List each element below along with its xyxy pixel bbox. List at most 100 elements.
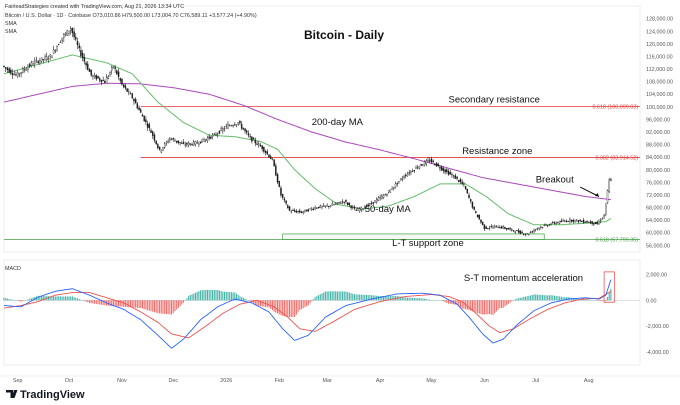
macd-histogram-bar bbox=[71, 296, 73, 301]
macd-histogram-bar bbox=[425, 299, 427, 301]
candle bbox=[565, 219, 568, 223]
candle-body bbox=[186, 142, 188, 145]
candle-body bbox=[490, 226, 492, 228]
candle-body bbox=[519, 230, 522, 234]
candle-body bbox=[64, 33, 67, 35]
candle-body bbox=[569, 218, 571, 222]
candle bbox=[435, 162, 438, 167]
macd-histogram-bar bbox=[253, 300, 255, 304]
candle bbox=[598, 219, 600, 226]
breakout-arrowhead bbox=[594, 193, 599, 197]
candle bbox=[481, 221, 484, 226]
candle bbox=[37, 59, 39, 65]
candle bbox=[500, 225, 503, 229]
candle bbox=[461, 179, 463, 186]
macd-histogram-bar bbox=[382, 296, 385, 301]
macd-histogram-bar bbox=[27, 299, 29, 301]
candle bbox=[194, 140, 197, 147]
macd-histogram-bar bbox=[242, 297, 244, 301]
macd-histogram-bar bbox=[442, 300, 444, 302]
candle-body bbox=[246, 130, 248, 133]
candle bbox=[365, 204, 368, 208]
macd-histogram-bar bbox=[540, 294, 542, 301]
candle bbox=[324, 205, 327, 209]
candle-body bbox=[83, 57, 86, 62]
candle bbox=[570, 219, 573, 223]
macd-histogram-bar bbox=[606, 297, 609, 301]
macd-histogram-bar bbox=[32, 297, 34, 301]
candle bbox=[167, 138, 169, 144]
macd-histogram-bar bbox=[176, 300, 178, 310]
macd-histogram-bar bbox=[39, 295, 41, 301]
candle bbox=[406, 171, 409, 177]
candle bbox=[181, 140, 183, 144]
candle-body bbox=[570, 219, 573, 222]
macd-histogram-bar bbox=[133, 300, 135, 308]
candle-body bbox=[261, 145, 263, 150]
candle-body bbox=[269, 156, 272, 160]
macd-histogram-bar bbox=[526, 296, 528, 301]
candle bbox=[136, 101, 139, 110]
candle-body bbox=[187, 142, 190, 146]
candle-body bbox=[502, 226, 504, 229]
candle-body bbox=[287, 205, 289, 209]
candle bbox=[56, 45, 58, 52]
candle bbox=[582, 218, 585, 224]
candle-body bbox=[333, 204, 335, 206]
candle-body bbox=[4, 67, 7, 69]
fib-level-label: 0.618 (100,099.03) bbox=[592, 105, 638, 111]
candle-body bbox=[75, 36, 77, 40]
candle bbox=[105, 74, 108, 84]
macd-histogram-bar bbox=[386, 296, 388, 301]
candle-body bbox=[302, 211, 304, 213]
candle-body bbox=[304, 209, 306, 212]
candle-body bbox=[428, 160, 431, 162]
candle-body bbox=[66, 29, 68, 36]
macd-histogram-bar bbox=[350, 293, 352, 301]
macd-tick-label: 2,000.00 bbox=[646, 272, 667, 278]
candle bbox=[454, 173, 457, 179]
macd-histogram-bar bbox=[256, 300, 258, 306]
candle bbox=[584, 221, 587, 223]
candle bbox=[153, 132, 156, 143]
candle bbox=[480, 219, 482, 224]
macd-histogram-bar bbox=[581, 299, 583, 301]
macd-histogram-bar bbox=[259, 300, 262, 307]
candle bbox=[394, 181, 397, 189]
candle-body bbox=[177, 140, 180, 144]
candle-body bbox=[417, 167, 419, 169]
macd-histogram-bar bbox=[605, 300, 607, 302]
candle bbox=[345, 199, 347, 204]
tradingview-logo[interactable]: TradingView bbox=[6, 389, 85, 401]
macd-histogram-bar bbox=[126, 300, 128, 308]
candle-body bbox=[319, 205, 322, 208]
candle-body bbox=[329, 205, 332, 207]
macd-histogram-bar bbox=[54, 296, 56, 301]
candle-body bbox=[203, 139, 205, 142]
candle-body bbox=[189, 143, 192, 145]
candle bbox=[417, 165, 419, 170]
candle bbox=[23, 66, 26, 73]
candle-body bbox=[215, 134, 217, 136]
candle bbox=[386, 193, 388, 197]
candle-body bbox=[505, 228, 508, 230]
candle bbox=[278, 180, 280, 188]
macd-histogram-bar bbox=[523, 296, 525, 301]
candle bbox=[357, 207, 359, 211]
candle bbox=[350, 204, 352, 211]
candle bbox=[413, 169, 416, 173]
macd-histogram-bar bbox=[41, 295, 43, 301]
candle bbox=[326, 203, 328, 207]
candle bbox=[437, 162, 439, 168]
candle-body bbox=[208, 136, 210, 139]
macd-histogram-bar bbox=[352, 293, 354, 301]
macd-histogram-bar bbox=[408, 297, 410, 301]
candle bbox=[603, 213, 605, 220]
macd-histogram-bar bbox=[478, 300, 480, 314]
candle bbox=[360, 206, 363, 213]
price-tick-label: 68,000.00 bbox=[646, 206, 670, 212]
macd-histogram-bar bbox=[119, 300, 121, 307]
candle bbox=[422, 163, 424, 167]
candle-body bbox=[358, 208, 361, 212]
